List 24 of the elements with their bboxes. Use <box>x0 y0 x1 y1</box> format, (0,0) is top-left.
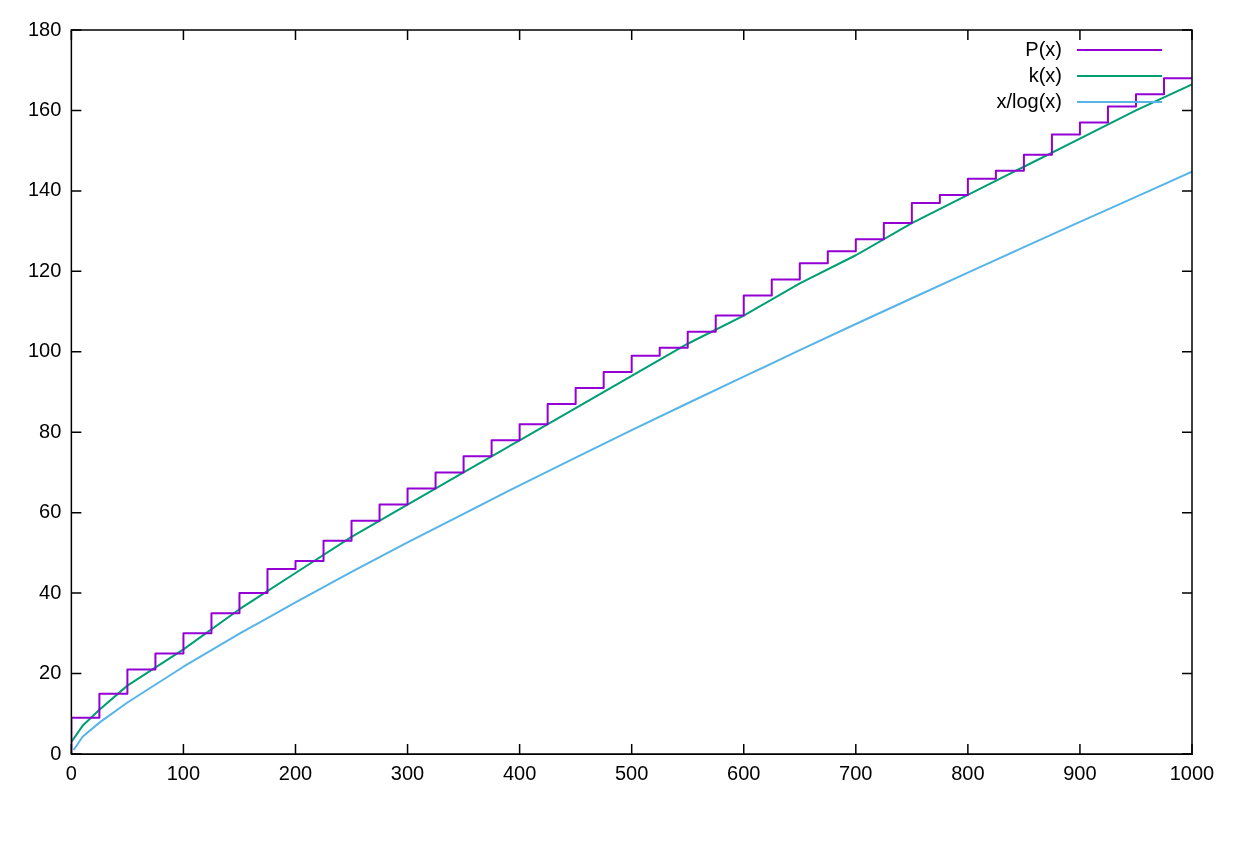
y-tick-label: 180 <box>27 17 62 40</box>
y-tick-label: 100 <box>27 339 62 362</box>
y-tick-label: 0 <box>50 741 62 764</box>
x-tick-label: 700 <box>839 761 873 784</box>
x-tick-label: 600 <box>727 761 761 784</box>
x-tick-label: 100 <box>166 761 201 784</box>
legend-label: P(x) <box>1025 37 1062 60</box>
x-tick-label: 300 <box>390 761 425 784</box>
x-tick-label: 500 <box>615 761 649 784</box>
y-tick-label: 140 <box>27 178 62 201</box>
x-tick-label: 200 <box>278 761 313 784</box>
y-tick-label: 60 <box>39 500 62 523</box>
y-tick-label: 40 <box>39 580 62 603</box>
x-tick-label: 400 <box>502 761 537 784</box>
y-tick-label: 20 <box>39 661 62 684</box>
x-tick-label: 900 <box>1063 761 1097 784</box>
x-tick-label: 0 <box>65 761 77 784</box>
y-tick-label: 160 <box>27 97 62 120</box>
y-tick-label: 80 <box>39 419 62 442</box>
legend-label: k(x) <box>1028 63 1062 86</box>
x-tick-label: 1000 <box>1169 761 1215 784</box>
legend-label: x/log(x) <box>996 89 1062 112</box>
y-tick-label: 120 <box>27 258 62 281</box>
x-tick-label: 800 <box>951 761 985 784</box>
